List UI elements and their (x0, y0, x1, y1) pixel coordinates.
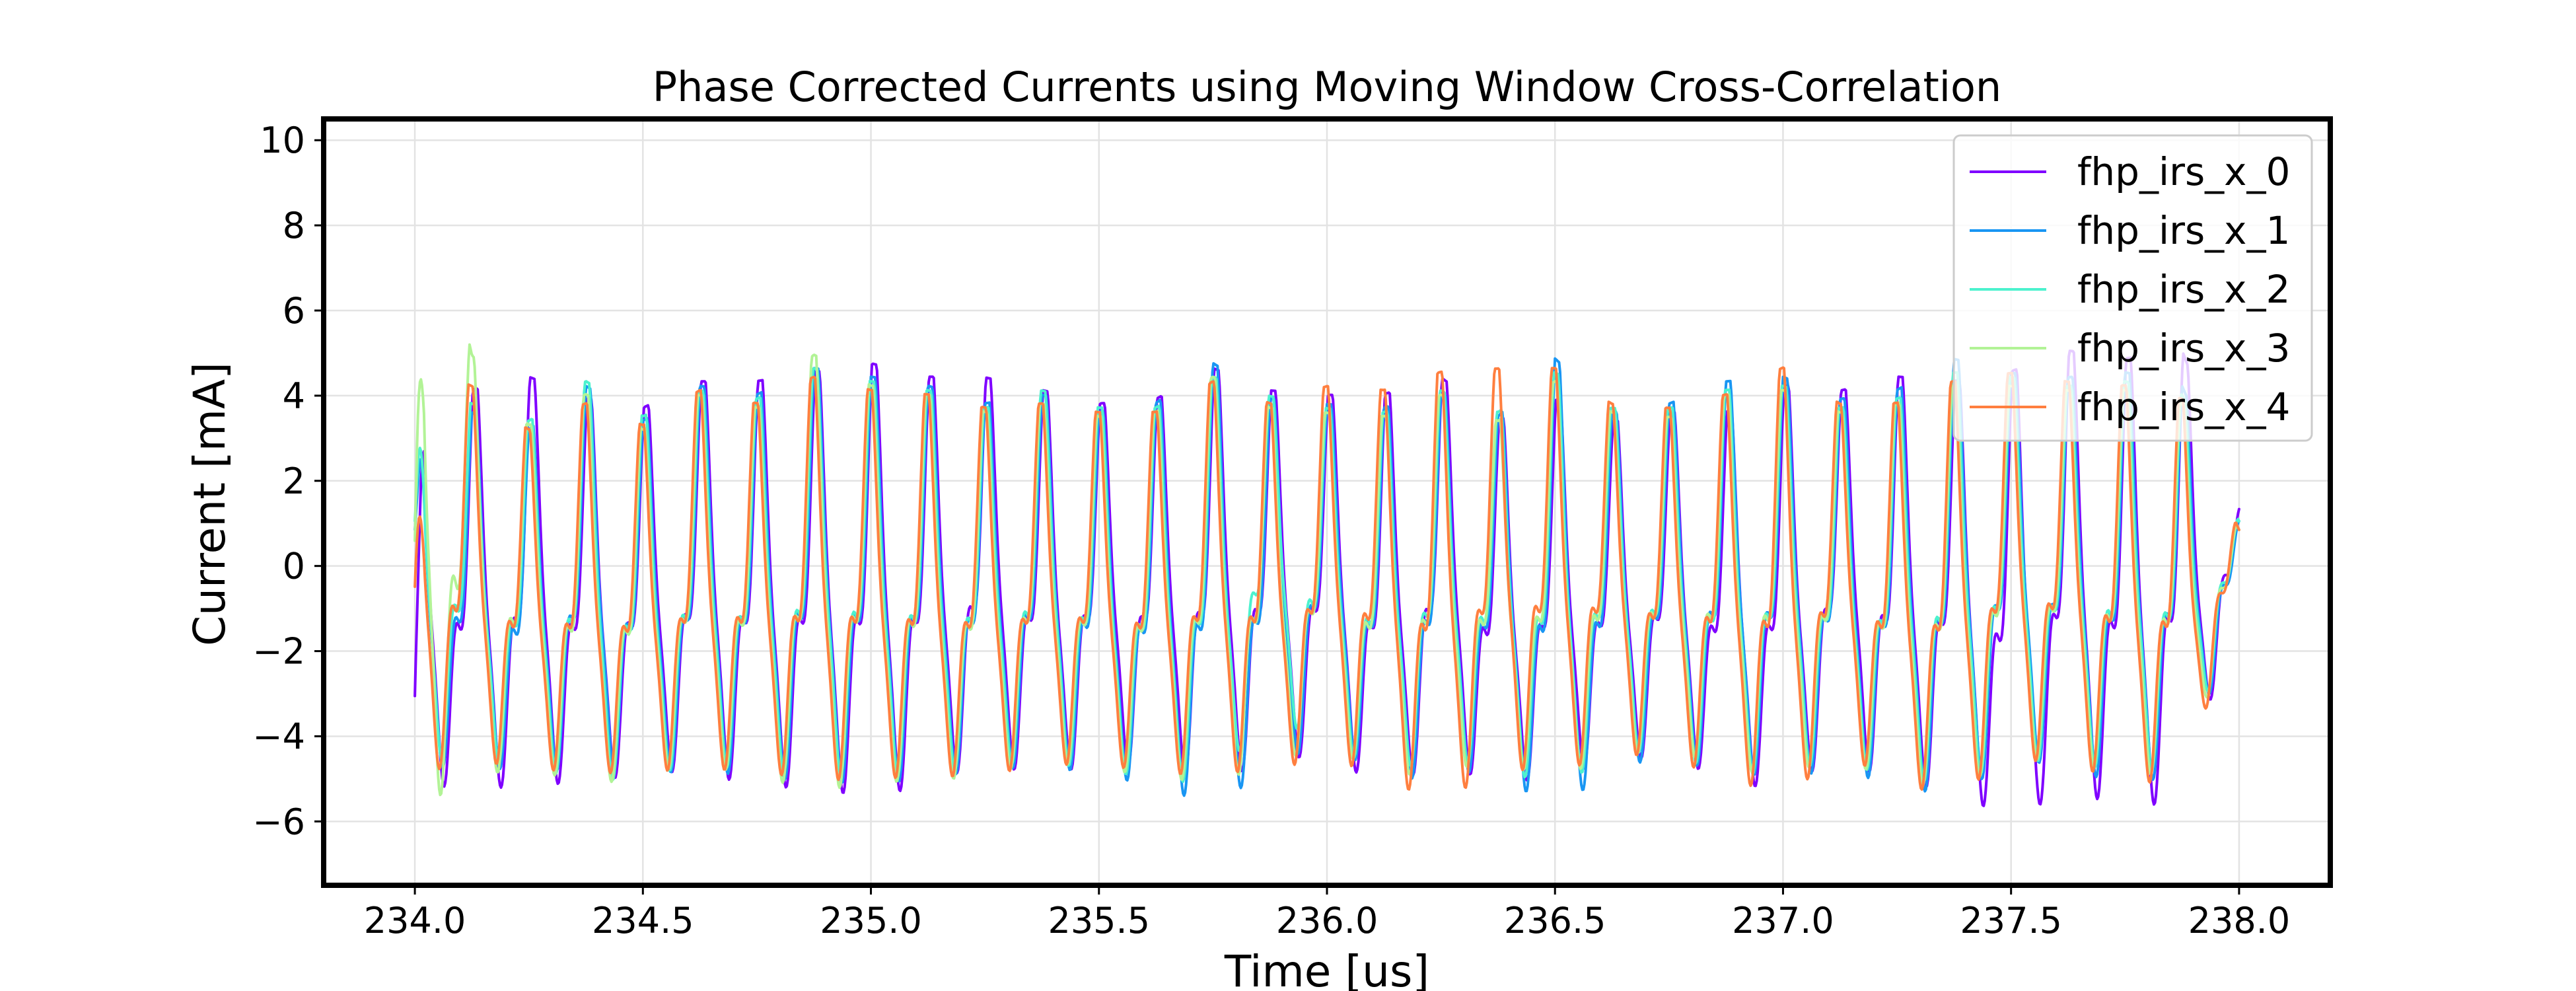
series-line-4 (413, 366, 2240, 791)
x-axis-label: Time [us] (1224, 946, 1429, 991)
y-tick-label: 8 (283, 205, 305, 246)
x-tick-label: 238.0 (2188, 900, 2291, 941)
x-tick-label: 236.5 (1504, 900, 1606, 941)
y-tick-label: 6 (283, 290, 305, 332)
legend-label: fhp_irs_x_1 (2077, 208, 2290, 253)
y-axis-label: Current [mA] (184, 362, 235, 646)
y-tick-label: −4 (252, 716, 305, 757)
x-tick-label: 235.0 (820, 900, 922, 941)
y-axis-ticks: −6 −4 −2 0 2 4 6 8 10 (252, 120, 324, 842)
x-tick-label: 237.5 (1960, 900, 2062, 941)
legend-label: fhp_irs_x_3 (2077, 326, 2290, 371)
chart-title: Phase Corrected Currents using Moving Wi… (653, 63, 2001, 111)
x-tick-label: 235.5 (1048, 900, 1150, 941)
legend-box (1952, 134, 2313, 442)
x-tick-label: 237.0 (1732, 900, 1834, 941)
x-tick-label: 234.5 (592, 900, 694, 941)
y-tick-label: −2 (252, 631, 305, 673)
x-tick-label: 236.0 (1276, 900, 1378, 941)
y-tick-label: 0 (283, 546, 305, 587)
y-tick-label: 10 (260, 120, 305, 161)
x-axis-ticks: 234.0 234.5 235.0 235.5 236.0 236.5 237.0 237.5… (364, 885, 2290, 941)
legend: fhp_irs_x_0 fhp_irs_x_1 fhp_irs_x_2 fhp_irs… (1952, 134, 2313, 442)
y-tick-label: 4 (283, 375, 305, 417)
series-lines (413, 343, 2240, 807)
legend-label: fhp_irs_x_2 (2077, 267, 2290, 312)
legend-label: fhp_irs_x_0 (2077, 149, 2290, 194)
y-tick-label: 2 (283, 460, 305, 502)
y-tick-label: −6 (252, 801, 305, 842)
legend-label: fhp_irs_x_4 (2077, 385, 2290, 429)
x-tick-label: 234.0 (364, 900, 466, 941)
